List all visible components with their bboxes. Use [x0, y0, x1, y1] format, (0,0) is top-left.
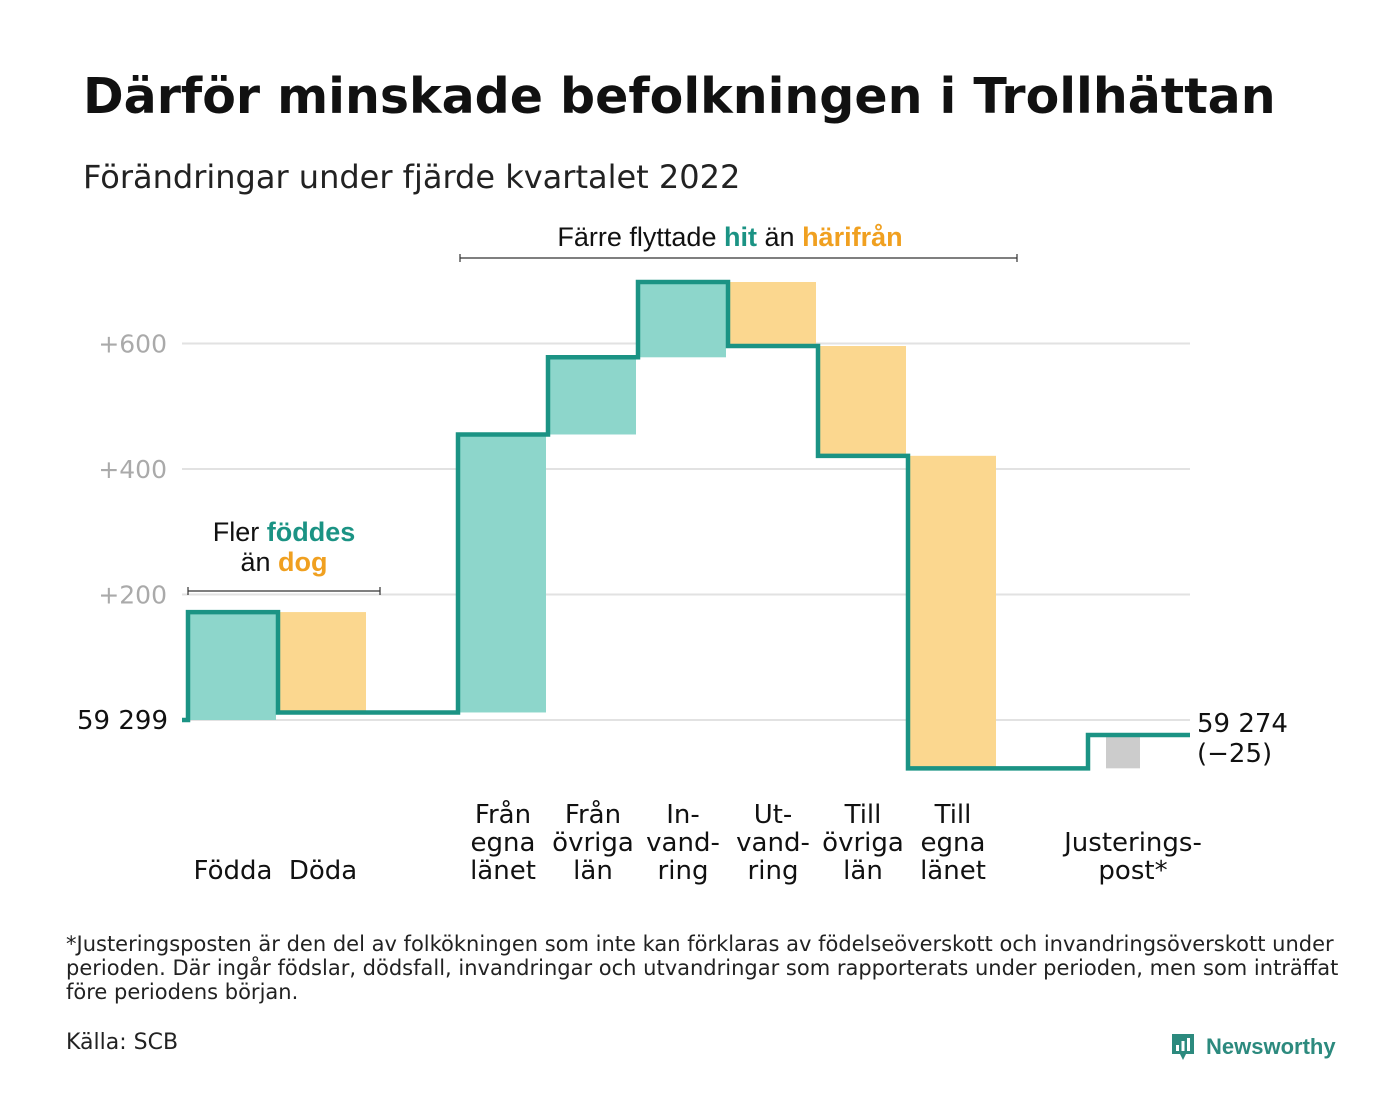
category-label: Justerings-	[1062, 828, 1202, 858]
bar-increase	[640, 282, 726, 358]
axis-labels: +200 +400 +600 59 299 59 274(−25)	[77, 330, 1288, 770]
natural-dog-word: dog	[278, 547, 327, 577]
natural-annotation-line1: Fler föddes	[213, 517, 356, 547]
y-tick-label: +400	[98, 455, 167, 484]
waterfall-step-line	[182, 279, 1190, 771]
category-labels: Födda DödaFrånegnalänetFrånövrigalänIn-va…	[194, 799, 1202, 886]
category-label: länet	[470, 856, 536, 886]
bar-increase	[550, 357, 636, 435]
natural-an-word: än	[240, 547, 270, 577]
category-label: vand-	[736, 828, 810, 858]
category-label: In-	[666, 800, 700, 830]
category-label: ring	[658, 856, 709, 886]
bars	[190, 282, 1140, 769]
natural-annotation-line2: än dog	[240, 547, 327, 577]
bar-decrease	[280, 612, 366, 713]
migration-mid-word: än	[765, 222, 795, 252]
migration-bracket	[459, 254, 1018, 262]
migration-annotation-text: Färre flyttade hit än härifrån	[557, 222, 902, 252]
category-label: Från	[475, 799, 531, 830]
category-label: Från	[565, 799, 621, 830]
y-tick-label: +600	[98, 330, 167, 359]
category-label: län	[573, 856, 613, 886]
end-value-label: (−25)	[1197, 739, 1272, 769]
category-label: vand-	[646, 828, 720, 858]
natural-fler-word: Fler	[213, 517, 260, 547]
bar-decrease	[820, 346, 906, 456]
start-value-label: 59 299	[77, 706, 168, 736]
category-label: egna	[921, 828, 986, 858]
category-label: Födda	[194, 856, 273, 886]
category-label: övriga	[552, 828, 634, 858]
migration-harifran-word: härifrån	[802, 222, 903, 252]
natural-bracket	[187, 587, 381, 595]
brand-logo: Newsworthy	[1170, 1025, 1336, 1069]
category-label: post*	[1098, 856, 1167, 886]
bar-increase	[190, 612, 276, 720]
migration-annotation: Färre flyttade hit än härifrån	[459, 222, 1018, 262]
footnote: *Justeringsposten är den del av folkökni…	[66, 932, 1339, 1004]
category-label: län	[843, 856, 883, 886]
bar-increase	[460, 434, 546, 713]
natural-annotation: Fler föddes än dog	[187, 517, 381, 595]
source-credit: Källa: SCB	[66, 1030, 179, 1055]
category-label: Ut-	[754, 800, 793, 830]
category-label: ring	[748, 856, 799, 886]
bar-decrease	[730, 282, 816, 347]
y-tick-label: +200	[98, 581, 167, 610]
chart-title: Därför minskade befolkningen i Trollhätt…	[83, 68, 1276, 125]
migration-prefix: Färre flyttade	[557, 222, 716, 252]
category-label: övriga	[822, 828, 904, 858]
natural-foddes-word: föddes	[267, 517, 356, 547]
category-label: Till	[934, 800, 972, 830]
newsworthy-logo-icon	[1172, 1034, 1194, 1060]
migration-hit-word: hit	[724, 222, 757, 252]
brand-name: Newsworthy	[1206, 1034, 1336, 1059]
category-label: Döda	[289, 856, 357, 886]
chart-subtitle: Förändringar under fjärde kvartalet 2022	[83, 158, 741, 196]
bar-decrease	[910, 455, 996, 769]
category-label: egna	[471, 828, 536, 858]
bar-adjustment	[1106, 735, 1140, 769]
end-value-label: 59 274	[1197, 709, 1288, 739]
category-label: Till	[844, 800, 882, 830]
step-line	[182, 279, 1190, 771]
category-label: länet	[920, 856, 986, 886]
waterfall-chart: +200 +400 +600 59 299 59 274(−25) Födda Döda F…	[77, 222, 1288, 886]
